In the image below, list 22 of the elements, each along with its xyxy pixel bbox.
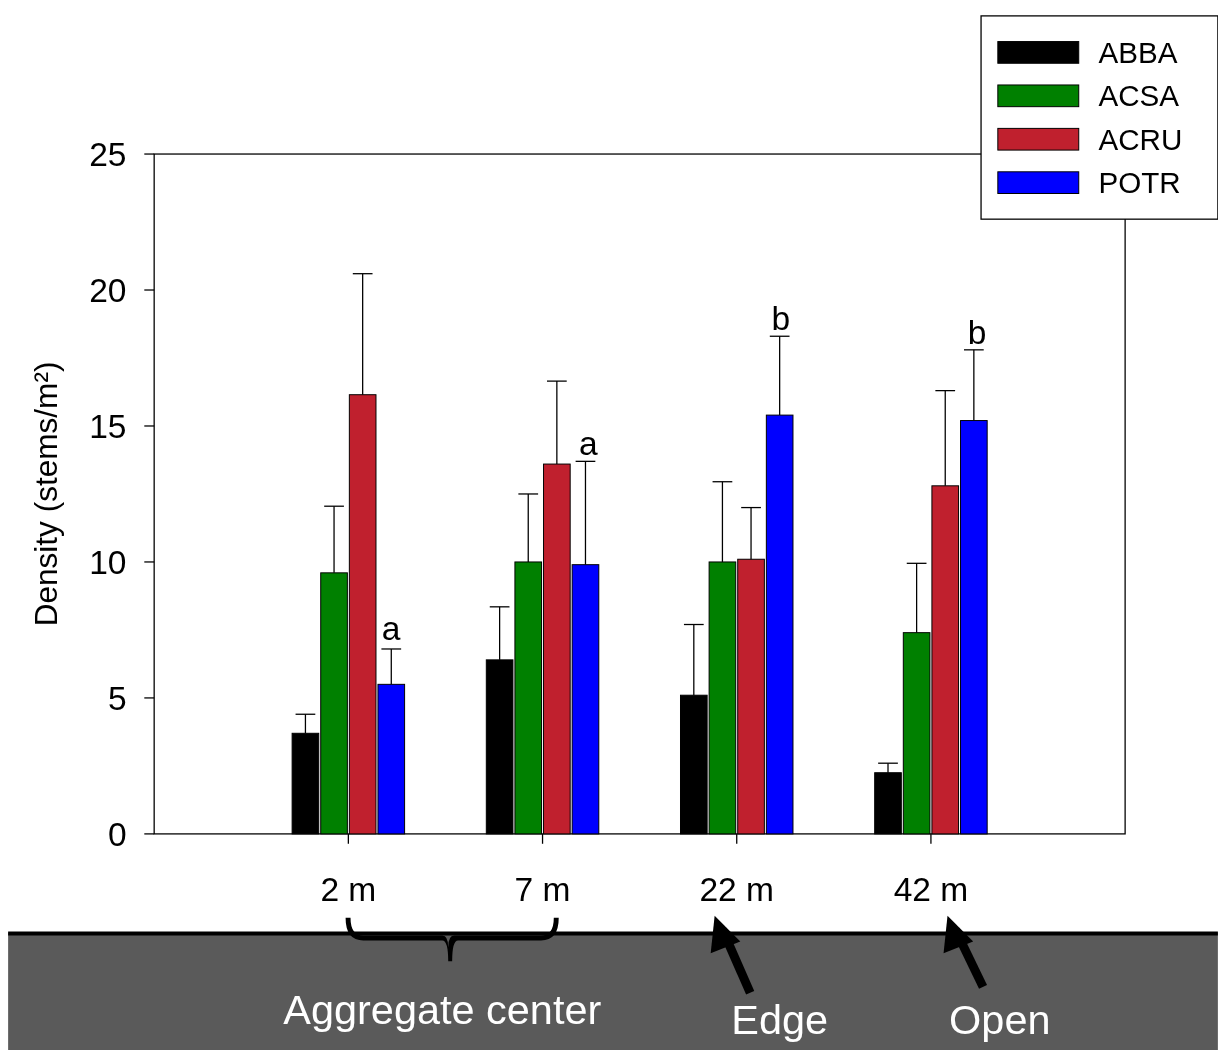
annotation: b (967, 314, 987, 352)
legend-label: POTR (1098, 166, 1181, 200)
x-tick-label: 22 m (699, 871, 775, 908)
text: Edge (731, 996, 829, 1044)
y-axis-title: Density (stems/m²) (28, 361, 65, 627)
x-tick-label: 7 m (514, 871, 571, 908)
y-tick-label: 25 (89, 135, 127, 173)
y-tick-label: 15 (89, 407, 127, 445)
legend-label: ABBA (1098, 35, 1178, 69)
annotation: a (579, 424, 598, 462)
legend-label: ACSA (1098, 79, 1180, 113)
y-tick-label: 20 (89, 271, 127, 309)
y-tick-label: 5 (107, 679, 127, 717)
annotation: a (381, 609, 401, 647)
y-tick-label: 10 (89, 543, 127, 581)
x-tick-label: 2 m (320, 871, 377, 908)
annotation: b (771, 299, 791, 337)
y-tick-label: 0 (107, 815, 127, 853)
text: Aggregate center (283, 986, 602, 1034)
x-tick-label: 42 m (893, 871, 969, 908)
legend-label: ACRU (1098, 122, 1183, 156)
text: Open (949, 996, 1051, 1044)
